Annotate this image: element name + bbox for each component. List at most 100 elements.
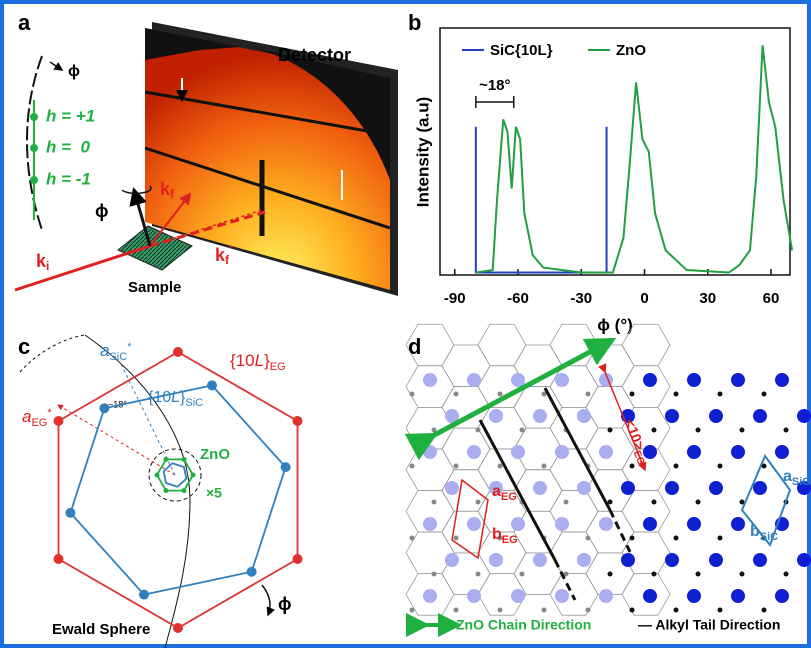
atom-dot xyxy=(432,572,437,577)
label-sup: * xyxy=(127,341,132,353)
atom xyxy=(577,481,591,495)
atom xyxy=(489,553,503,567)
zno-hexagon-node xyxy=(164,457,169,462)
atom-dot xyxy=(608,572,613,577)
atom xyxy=(555,517,569,531)
atom xyxy=(731,373,745,387)
atom xyxy=(709,553,723,567)
x-tick-label: 30 xyxy=(699,290,716,307)
background xyxy=(0,0,811,648)
atom-dot xyxy=(630,536,635,541)
label-part: {10 xyxy=(230,351,255,370)
label: ×5 xyxy=(206,485,222,501)
atom xyxy=(753,553,767,567)
atom-dot xyxy=(784,572,789,577)
legend-label: ZnO Chain Direction xyxy=(456,617,591,633)
label-sub: SiC xyxy=(792,476,810,488)
label-sub: EG xyxy=(31,417,47,429)
atom-dot xyxy=(476,500,481,505)
label-sup: * xyxy=(47,407,52,419)
atom xyxy=(467,373,481,387)
atom xyxy=(731,517,745,531)
label: ϕ xyxy=(68,63,80,80)
atom xyxy=(423,517,437,531)
atom xyxy=(533,409,547,423)
atom xyxy=(555,445,569,459)
label: ϕ xyxy=(278,594,292,614)
atom-dot xyxy=(740,572,745,577)
atom xyxy=(555,589,569,603)
atom-dot xyxy=(498,464,503,469)
atom-dot xyxy=(652,572,657,577)
sic-hexagon-node xyxy=(65,508,75,518)
atom xyxy=(511,445,525,459)
atom-dot xyxy=(454,536,459,541)
atom xyxy=(643,373,657,387)
atom xyxy=(775,589,789,603)
atom-dot xyxy=(674,392,679,397)
atom xyxy=(511,373,525,387)
atom xyxy=(621,481,635,495)
eg-hexagon-node xyxy=(293,554,303,564)
atom-dot xyxy=(542,608,547,613)
atom-dot xyxy=(608,428,613,433)
label-sub: i xyxy=(46,259,49,273)
atom-dot xyxy=(762,608,767,613)
point xyxy=(30,113,38,121)
x-axis-label: ϕ (°) xyxy=(597,315,633,334)
h-label: h = 0 xyxy=(46,137,90,156)
atom xyxy=(599,517,613,531)
atom-dot xyxy=(696,428,701,433)
panel-label: c xyxy=(18,334,30,359)
atom xyxy=(489,409,503,423)
label: Sample xyxy=(128,279,181,296)
atom-dot xyxy=(718,464,723,469)
atom xyxy=(665,553,679,567)
x-tick-label: 0 xyxy=(640,290,648,307)
atom xyxy=(643,589,657,603)
atom xyxy=(599,445,613,459)
legend-label: — Alkyl Tail Direction xyxy=(638,617,780,633)
atom-dot xyxy=(432,500,437,505)
sic-hexagon-node xyxy=(99,403,109,413)
eg-hexagon-node xyxy=(293,416,303,426)
sic-hexagon-node xyxy=(207,380,217,390)
atom xyxy=(423,445,437,459)
atom xyxy=(797,553,811,567)
atom xyxy=(467,445,481,459)
atom xyxy=(445,481,459,495)
atom xyxy=(709,409,723,423)
atom-dot xyxy=(718,536,723,541)
zno-hexagon-node xyxy=(182,457,187,462)
atom xyxy=(423,589,437,603)
label-main: a xyxy=(100,341,109,360)
atom xyxy=(731,589,745,603)
atom-dot xyxy=(476,428,481,433)
atom-dot xyxy=(696,572,701,577)
atom xyxy=(709,481,723,495)
atom xyxy=(577,553,591,567)
atom-dot xyxy=(520,428,525,433)
eg-hexagon-node xyxy=(53,416,63,426)
atom xyxy=(621,553,635,567)
atom-dot xyxy=(586,392,591,397)
x-tick-label: -90 xyxy=(444,290,466,307)
atom-dot xyxy=(410,464,415,469)
atom-dot xyxy=(696,500,701,505)
y-axis-label: Intensity (a.u) xyxy=(413,97,432,208)
atom-dot xyxy=(718,608,723,613)
atom-dot xyxy=(410,392,415,397)
atom xyxy=(643,517,657,531)
atom-dot xyxy=(630,608,635,613)
atom xyxy=(467,589,481,603)
label-sub: SiC xyxy=(760,531,778,543)
atom-dot xyxy=(740,428,745,433)
zno-hexagon-node xyxy=(182,488,187,493)
atom xyxy=(423,373,437,387)
atom xyxy=(511,517,525,531)
sic-hexagon-node xyxy=(139,590,149,600)
atom-dot xyxy=(718,392,723,397)
label-sub: SiC xyxy=(109,351,127,363)
h-label: h = +1 xyxy=(46,106,95,125)
panel-label: b xyxy=(408,10,421,35)
